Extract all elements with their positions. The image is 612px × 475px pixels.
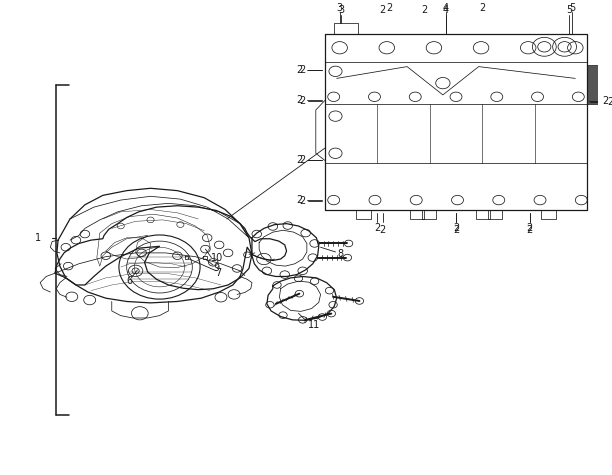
Text: 2: 2 [526,225,532,235]
Text: 10: 10 [211,253,223,263]
Text: 2: 2 [299,95,305,105]
Text: 3: 3 [338,5,345,15]
Text: 5: 5 [569,3,575,13]
Bar [588,66,602,104]
Text: 2: 2 [422,5,428,15]
Text: 4: 4 [442,5,449,15]
Text: 2: 2 [379,5,386,15]
Text: 2: 2 [526,223,532,233]
Text: 6: 6 [127,276,133,286]
Text: 11: 11 [308,320,320,330]
Text: 2: 2 [379,225,386,235]
Text: 2: 2 [299,196,305,206]
Text: 3: 3 [337,3,343,13]
Text: 2: 2 [297,195,303,205]
Text: 2: 2 [297,155,303,165]
Text: 2: 2 [453,225,459,235]
Text: 2: 2 [607,97,612,107]
Text: 2: 2 [602,95,608,105]
Text: 2: 2 [299,66,305,76]
Text: 2: 2 [297,95,303,104]
Text: 7: 7 [215,268,222,278]
Text: 8: 8 [337,249,343,259]
Text: 9: 9 [213,263,219,273]
Text: 5: 5 [566,5,572,15]
Text: 4: 4 [442,3,449,13]
Text: 2: 2 [479,3,485,13]
Text: 2: 2 [297,66,303,76]
Text: 2: 2 [299,155,305,165]
Text: 1: 1 [35,233,42,243]
Text: 2: 2 [374,223,381,233]
Text: 2: 2 [453,223,459,233]
Text: 2: 2 [386,3,392,13]
